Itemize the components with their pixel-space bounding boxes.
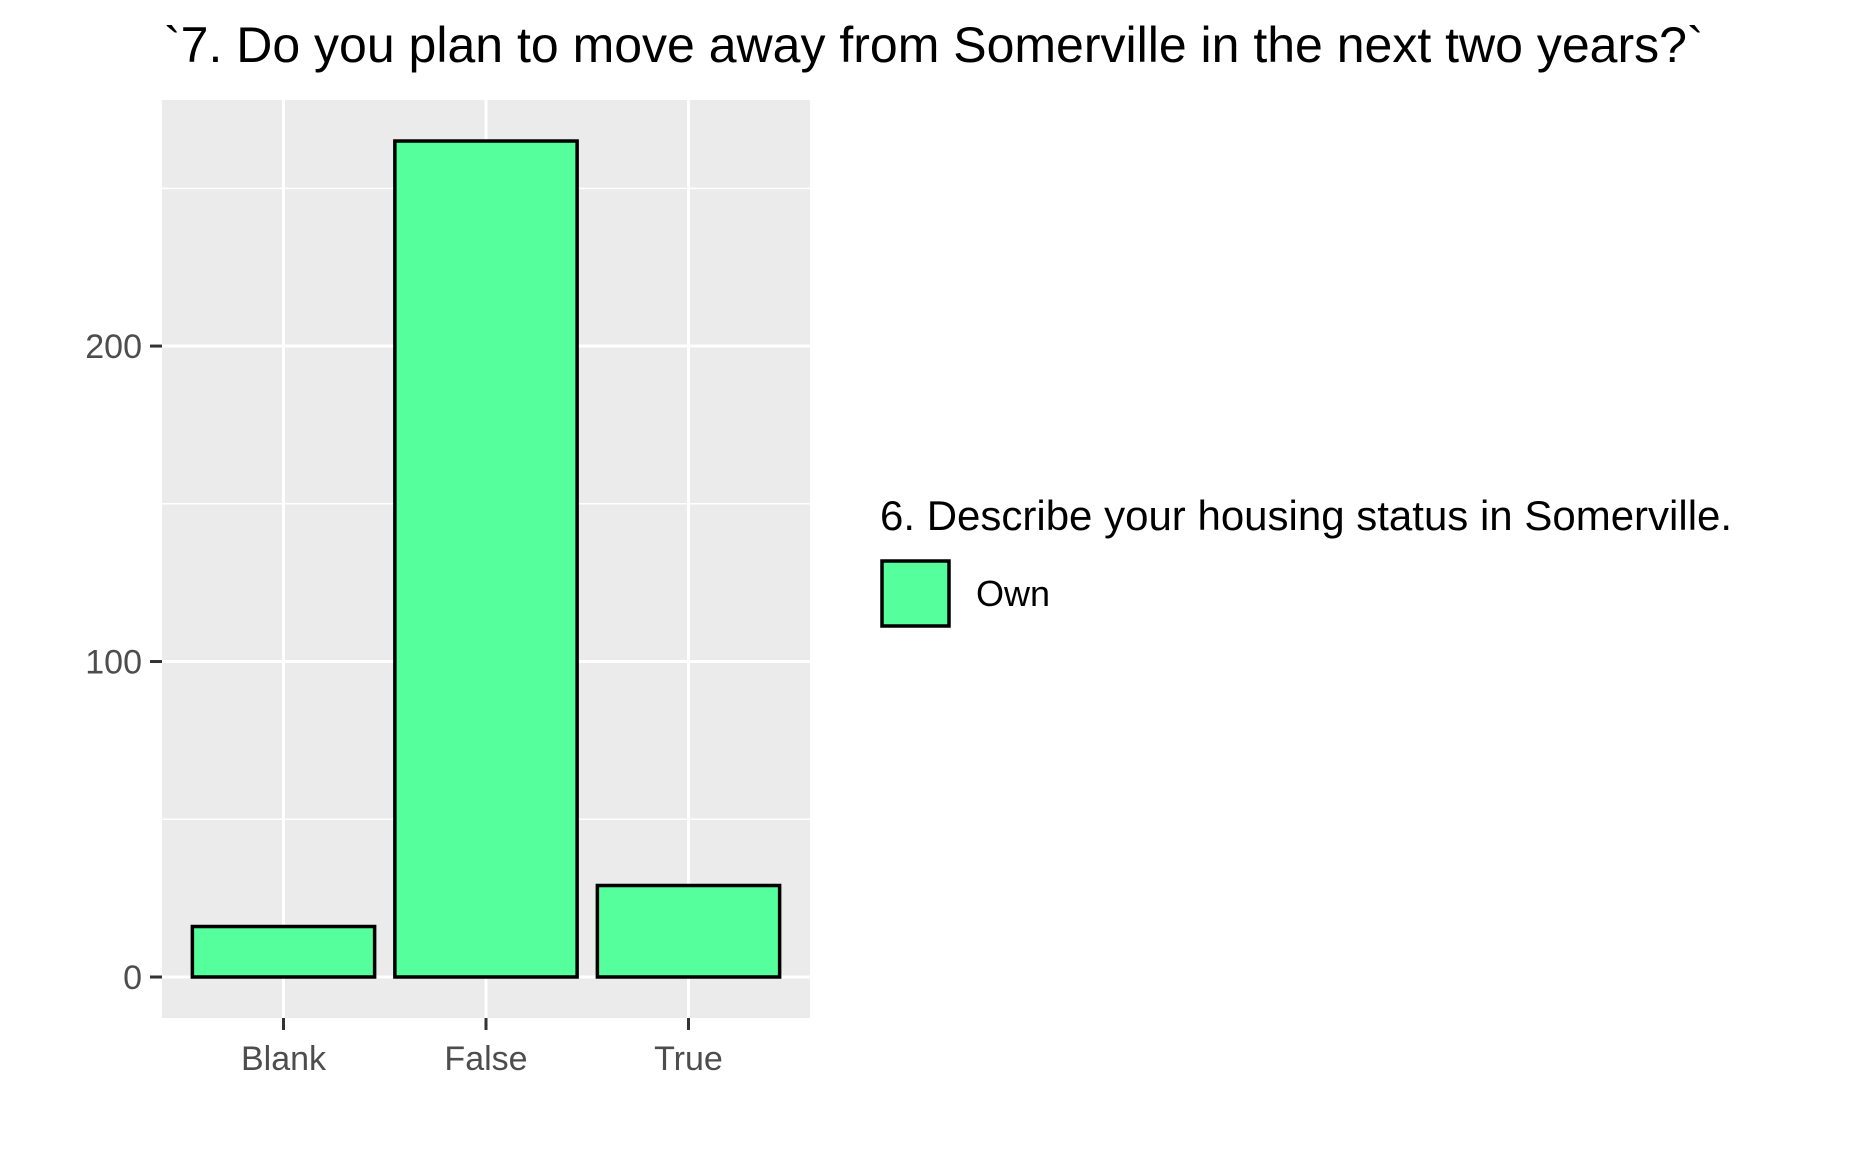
- axes: 0 100 200 Blank False True: [85, 328, 723, 1078]
- y-tick-label: 200: [85, 328, 142, 366]
- legend-key-own: [880, 559, 951, 628]
- x-tick-label: False: [444, 1040, 527, 1078]
- bars: [190, 139, 782, 979]
- legend-label-own: Own: [976, 573, 1050, 614]
- bar-blank: [190, 924, 377, 979]
- legend-title: 6. Describe your housing status in Somer…: [880, 492, 1732, 539]
- x-tick-label: True: [654, 1040, 723, 1078]
- chart-title: `7. Do you plan to move away from Somerv…: [164, 17, 1704, 73]
- bar-true: [595, 883, 782, 979]
- y-tick-label: 0: [123, 959, 142, 997]
- bar-false: [393, 139, 579, 979]
- legend: 6. Describe your housing status in Somer…: [880, 492, 1732, 628]
- y-tick-label: 100: [85, 644, 142, 682]
- x-tick-label: Blank: [241, 1040, 327, 1078]
